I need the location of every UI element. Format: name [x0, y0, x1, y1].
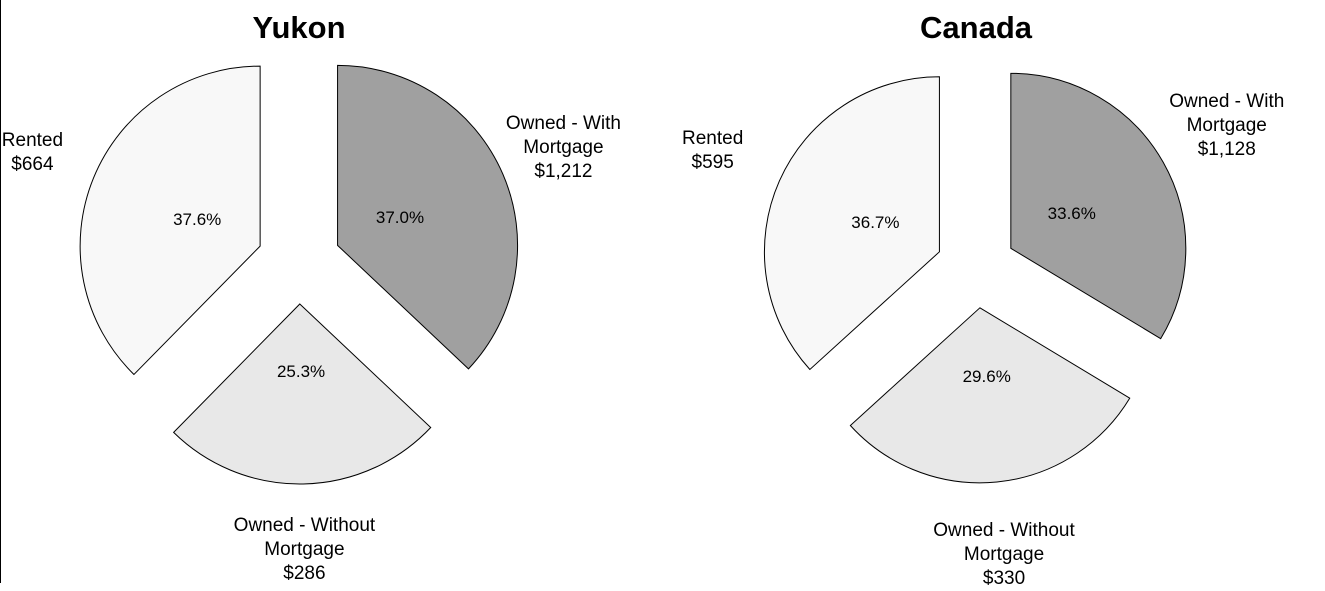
chart-title: Yukon — [252, 10, 346, 45]
pie-slice — [337, 64, 519, 370]
pie-slice — [1010, 72, 1187, 340]
amount-label: $330 — [982, 567, 1026, 589]
amount-label: $1,128 — [1197, 139, 1256, 161]
percent-label: 25.3% — [276, 361, 326, 381]
category-label: Owned - Without Mortgage — [933, 519, 1075, 565]
pie-slice — [172, 303, 432, 485]
slice-label: Rented $595 — [628, 127, 798, 175]
category-label: Owned - Without Mortgage — [233, 514, 376, 560]
category-label: Rented — [1, 129, 64, 151]
amount-label: $664 — [11, 153, 54, 175]
category-label: Owned - With Mortgage — [505, 112, 621, 158]
percent-label: 36.7% — [851, 213, 900, 233]
pie-slice — [849, 307, 1131, 484]
slice-label: Owned - Without Mortgage $286 — [219, 514, 389, 586]
pie-slice — [79, 65, 261, 376]
percent-label: 29.6% — [962, 367, 1011, 387]
category-label: Owned - With Mortgage — [1169, 91, 1285, 137]
percent-label: 37.6% — [173, 210, 222, 230]
pie-slice — [763, 76, 940, 371]
percent-label: 33.6% — [1047, 203, 1096, 223]
chart-title: Canada — [920, 10, 1032, 45]
amount-label: $1,212 — [534, 160, 593, 182]
amount-label: $286 — [283, 562, 326, 584]
percent-label: 37.0% — [375, 208, 425, 228]
slice-label: Owned - With Mortgage $1,212 — [478, 112, 648, 184]
slice-label: Owned - With Mortgage $1,128 — [1142, 90, 1312, 162]
slice-label: Owned - Without Mortgage $330 — [919, 519, 1089, 591]
amount-label: $595 — [691, 152, 734, 174]
category-label: Rented — [682, 128, 744, 150]
slice-label: Rented $664 — [0, 129, 117, 177]
